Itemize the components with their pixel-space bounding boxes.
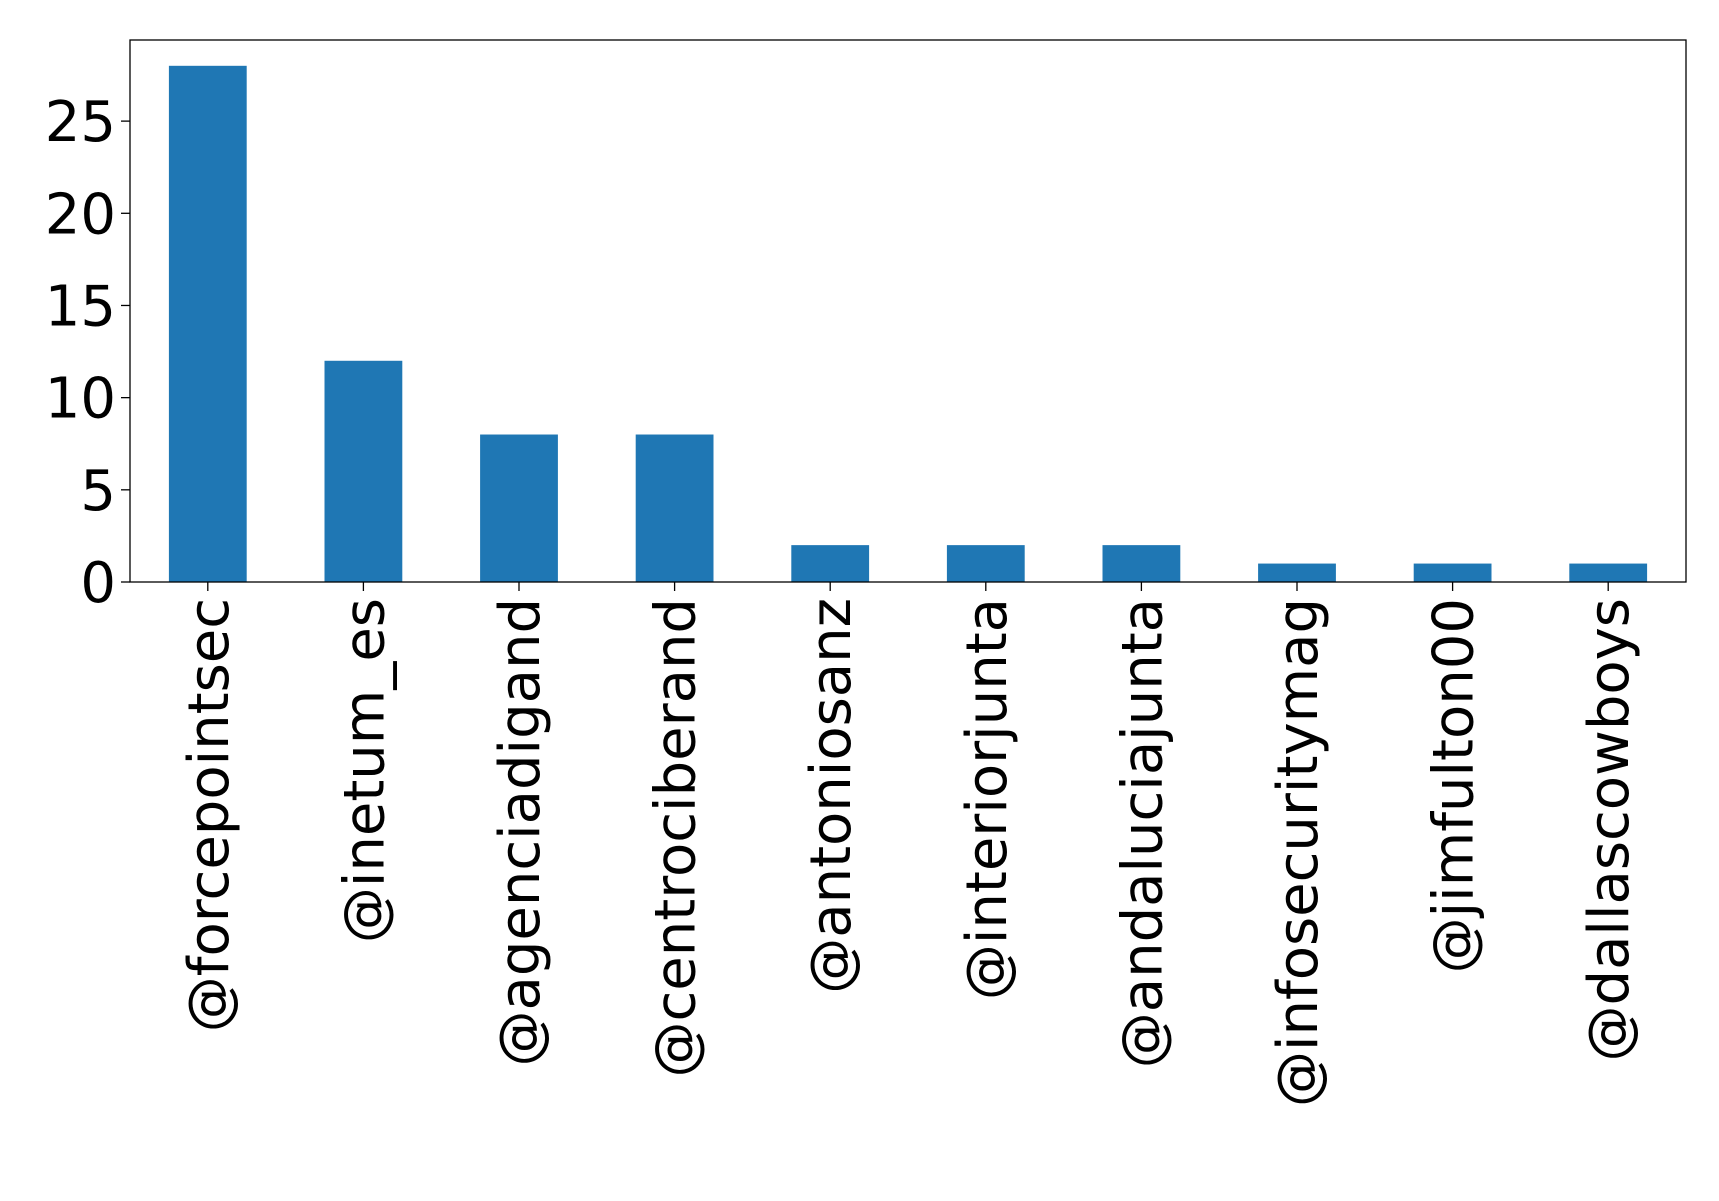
x-tick-label: @interiorjunta bbox=[955, 598, 1020, 1000]
x-axis: @forcepointsec @inetum_es @agenciadigand @c… bbox=[177, 582, 1642, 1107]
x-tick-label: @agenciadigand bbox=[488, 598, 553, 1066]
bar-jimfulton00 bbox=[1413, 563, 1492, 582]
y-tick-label: 15 bbox=[45, 274, 116, 339]
x-tick-label: @dallascowboys bbox=[1577, 598, 1642, 1061]
x-tick-label: @forcepointsec bbox=[177, 598, 242, 1032]
x-tick-label: @infosecuritymag bbox=[1266, 598, 1331, 1107]
bars-layer bbox=[168, 65, 1648, 583]
bar-infosecuritymag bbox=[1258, 563, 1336, 582]
x-tick-label: @jimfulton00 bbox=[1422, 598, 1487, 973]
x-tick-label: @centrociberand bbox=[644, 598, 709, 1077]
bar-forcepointsec bbox=[168, 65, 247, 583]
x-tick-label: @antoniosanz bbox=[799, 598, 864, 994]
plot-frame bbox=[129, 39, 1687, 583]
y-tick-label: 25 bbox=[45, 90, 116, 155]
bar-inetum_es bbox=[324, 360, 403, 582]
bar-agenciadigand bbox=[480, 434, 558, 582]
bar-andaluciajunta bbox=[1102, 545, 1181, 582]
bar-dallascowboys bbox=[1569, 563, 1648, 582]
bar-centrociberand bbox=[635, 434, 714, 582]
x-tick-label: @andaluciajunta bbox=[1110, 598, 1175, 1068]
y-tick-label: 20 bbox=[45, 182, 116, 247]
bar-interiorjunta bbox=[946, 545, 1025, 582]
x-tick-label: @inetum_es bbox=[332, 598, 397, 943]
y-tick-label: 10 bbox=[45, 367, 116, 432]
y-tick-label: 5 bbox=[80, 459, 116, 524]
y-axis: 0 5 10 15 20 25 bbox=[45, 90, 130, 616]
y-tick-label: 0 bbox=[80, 551, 116, 616]
bar-antoniosanz bbox=[791, 545, 870, 582]
